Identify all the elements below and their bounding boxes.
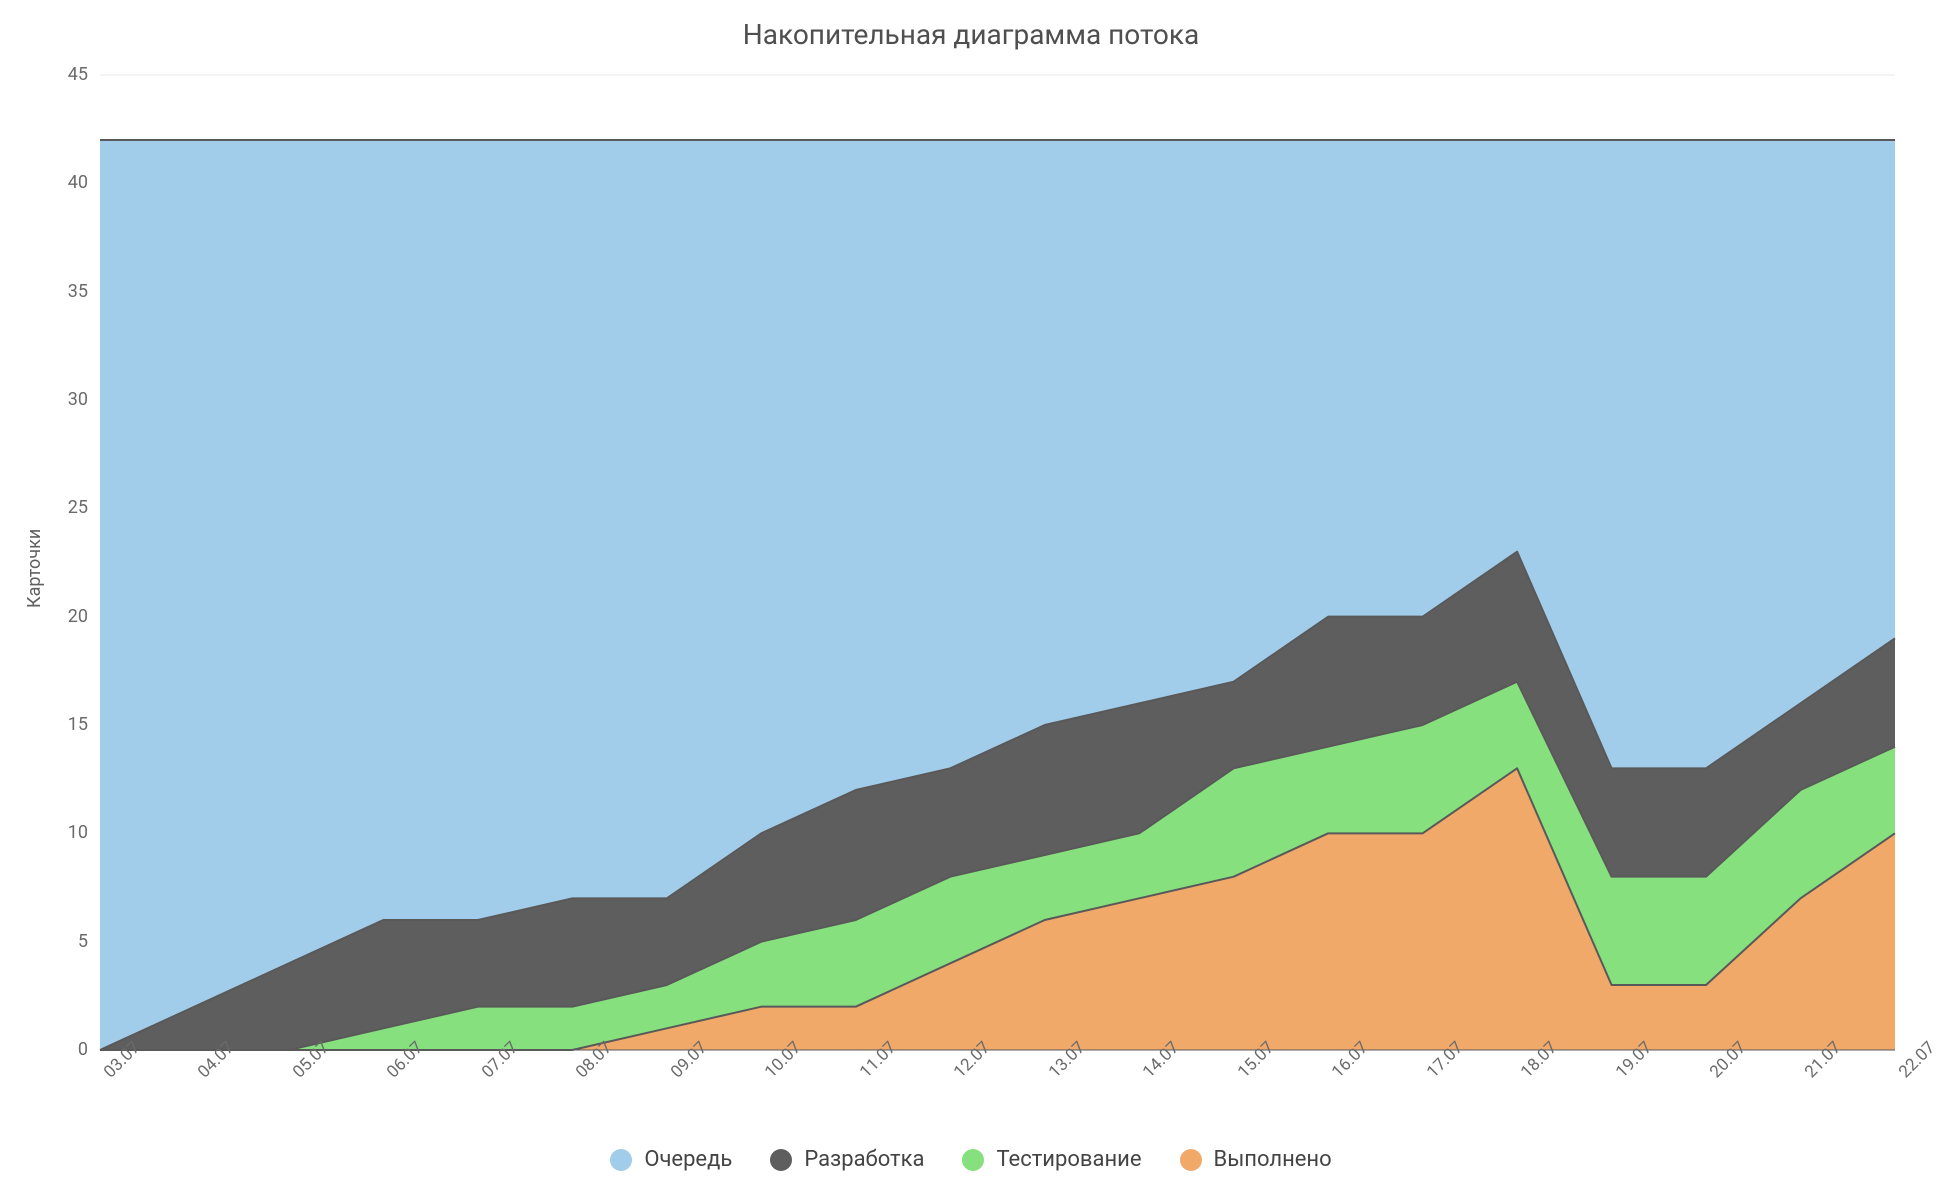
y-tick-label: 10 [68, 822, 88, 843]
chart-container: { "chart": { "type": "area", "title": "Н… [0, 0, 1942, 1200]
legend-label: Выполнено [1214, 1147, 1332, 1172]
legend: Очередь Разработка Тестирование Выполнено [0, 1147, 1942, 1172]
legend-item-done[interactable]: Выполнено [1180, 1147, 1332, 1172]
legend-item-test[interactable]: Тестирование [962, 1147, 1141, 1172]
legend-swatch-icon [610, 1149, 632, 1171]
y-tick-label: 45 [68, 64, 88, 85]
legend-label: Тестирование [996, 1147, 1141, 1172]
legend-item-queue[interactable]: Очередь [610, 1147, 732, 1172]
y-tick-label: 15 [68, 714, 88, 735]
legend-item-dev[interactable]: Разработка [770, 1147, 924, 1172]
y-tick-label: 5 [78, 931, 88, 952]
legend-swatch-icon [770, 1149, 792, 1171]
y-tick-label: 0 [78, 1039, 88, 1060]
y-tick-label: 25 [68, 497, 88, 518]
legend-swatch-icon [1180, 1149, 1202, 1171]
plot-area [0, 0, 1942, 1200]
y-tick-label: 35 [68, 281, 88, 302]
legend-label: Разработка [804, 1147, 924, 1172]
legend-label: Очередь [644, 1147, 732, 1172]
legend-swatch-icon [962, 1149, 984, 1171]
y-tick-label: 40 [68, 172, 88, 193]
y-tick-label: 20 [68, 606, 88, 627]
y-tick-label: 30 [68, 389, 88, 410]
